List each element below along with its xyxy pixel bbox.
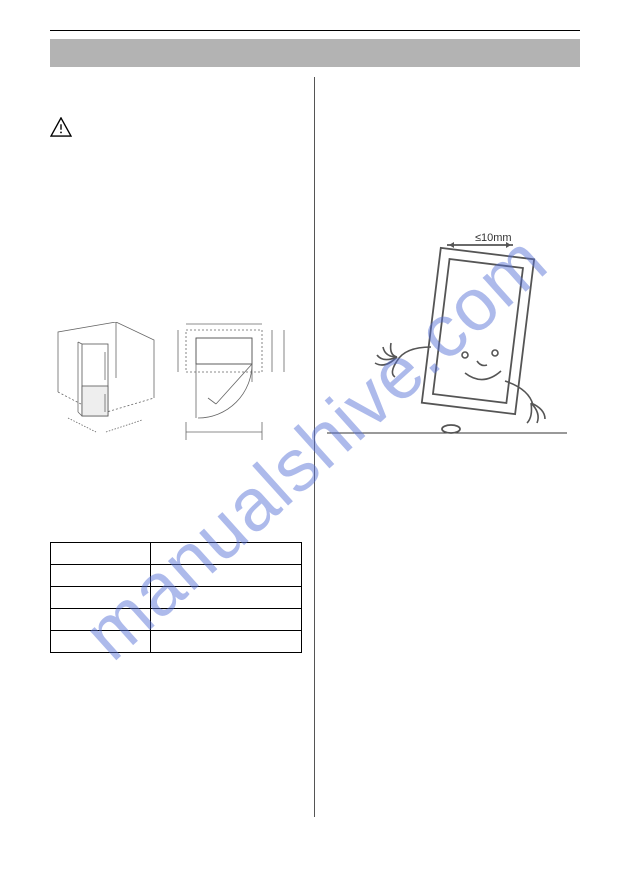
fridge-corner-diagram xyxy=(50,322,160,452)
table-row xyxy=(51,609,302,631)
left-column xyxy=(50,77,315,817)
warning-triangle-icon xyxy=(50,117,72,137)
right-column: ≤10mm xyxy=(315,77,580,817)
door-swing-top-view-diagram xyxy=(172,322,292,452)
dimensions-table xyxy=(50,542,302,653)
section-header-bar xyxy=(50,39,580,67)
two-column-layout: ≤10mm xyxy=(50,77,580,817)
manual-page: ≤10mm xyxy=(0,0,630,893)
leveling-feet-diagram: ≤10mm xyxy=(327,227,567,457)
table-row xyxy=(51,631,302,653)
top-rule xyxy=(50,30,580,31)
table-row xyxy=(51,565,302,587)
table-row xyxy=(51,543,302,565)
clearance-diagrams xyxy=(50,322,302,452)
table-row xyxy=(51,587,302,609)
